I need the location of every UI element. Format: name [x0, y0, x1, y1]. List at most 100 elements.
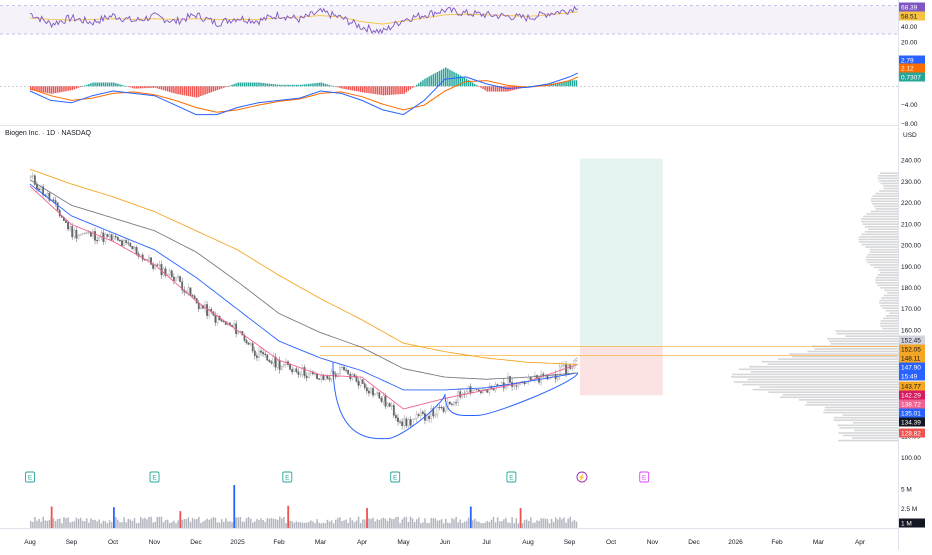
- volume-profile-bar: [880, 325, 898, 327]
- macd-histogram-bar: [169, 86, 171, 93]
- volume-bar: [181, 519, 183, 528]
- volume-profile-bar: [854, 429, 898, 432]
- macd-histogram-bar: [567, 80, 569, 87]
- volume-bar: [368, 518, 370, 528]
- macd-histogram-bar: [395, 86, 397, 95]
- price-candle: [54, 200, 57, 203]
- macd-histogram-bar: [81, 86, 84, 87]
- macd-histogram-bar: [320, 82, 322, 87]
- volume-bar: [229, 521, 231, 528]
- macd-histogram-bar: [376, 86, 379, 95]
- macd-line: [29, 72, 579, 116]
- volume-bar: [364, 519, 366, 528]
- macd-histogram-bar: [445, 67, 447, 87]
- volume-profile-bar: [833, 419, 898, 422]
- price-candle: [365, 387, 368, 392]
- volume-bar: [88, 522, 90, 528]
- volume-profile-bar: [845, 335, 898, 337]
- macd-histogram-bar: [98, 82, 100, 87]
- volume-profile-bar: [836, 332, 898, 335]
- price-tick-label: 210.00: [901, 221, 921, 228]
- volume-bar: [326, 519, 329, 528]
- volume-bar: [44, 520, 47, 528]
- price-candle: [181, 281, 184, 291]
- volume-profile-bar: [878, 180, 898, 182]
- price-candle: [280, 366, 283, 370]
- volume-bar: [100, 523, 103, 528]
- volume-profile-bar: [838, 432, 898, 434]
- volume-bar: [48, 520, 51, 528]
- price-candle: [94, 231, 96, 241]
- volume-bar: [63, 517, 65, 528]
- volume-profile-bar: [879, 322, 898, 325]
- volume-profile-bar: [875, 281, 898, 284]
- macd-histogram-bar: [447, 68, 449, 87]
- volume-bar: [206, 518, 208, 528]
- volume-profile-bar: [870, 210, 898, 213]
- macd-histogram-bar: [368, 86, 370, 94]
- macd-histogram-bar: [399, 86, 401, 95]
- volume-profile-bar: [738, 368, 898, 371]
- volume-bar: [137, 522, 140, 528]
- price-candle: [253, 350, 256, 356]
- macd-histogram-bar: [289, 84, 291, 87]
- macd-histogram-bar: [162, 86, 165, 91]
- price-value-label: 142.29: [901, 393, 921, 400]
- price-candle: [384, 395, 387, 407]
- macd-histogram-bar: [565, 81, 567, 87]
- macd-histogram-bar: [34, 86, 36, 91]
- price-candle: [289, 364, 291, 370]
- macd-histogram-bar: [575, 80, 578, 87]
- macd-histogram-bar: [413, 86, 416, 87]
- macd-histogram-bar: [88, 84, 90, 87]
- macd-histogram-bar: [222, 86, 225, 88]
- price-candle: [81, 233, 84, 235]
- macd-histogram-bar: [291, 84, 293, 87]
- volume-profile-bar: [865, 259, 898, 261]
- volume-bar: [305, 522, 308, 528]
- macd-value-label: 2.12: [901, 66, 914, 73]
- price-candle: [517, 384, 520, 387]
- macd-histogram-bar: [486, 86, 488, 92]
- volume-bar: [532, 522, 534, 528]
- volume-bar: [432, 518, 435, 528]
- macd-tick-label: −8.00: [901, 121, 918, 128]
- volume-profile-bar: [872, 195, 898, 197]
- volume-profile-bar: [732, 373, 898, 376]
- macd-histogram-bar: [397, 86, 399, 95]
- price-candle: [411, 419, 414, 426]
- volume-bar: [511, 517, 513, 528]
- earnings-marker-label: E: [285, 475, 290, 482]
- volume-bar: [440, 519, 443, 528]
- volume-profile-bar: [733, 381, 898, 383]
- macd-histogram-bar: [409, 86, 412, 90]
- x-tick-label: Jun: [440, 539, 451, 546]
- macd-histogram-bar: [239, 82, 242, 87]
- volume-profile-bar: [862, 223, 898, 225]
- volume-profile-bar: [838, 439, 898, 442]
- volume-bar: [447, 522, 449, 528]
- macd-histogram-bar: [411, 86, 414, 88]
- macd-histogram-bar: [459, 75, 462, 87]
- macd-histogram-bar: [113, 82, 115, 87]
- price-candle: [282, 364, 285, 367]
- macd-histogram-bar: [378, 86, 381, 95]
- volume-bar: [453, 519, 455, 528]
- volume-bar: [445, 518, 447, 528]
- volume-bar: [171, 522, 173, 528]
- macd-histogram-bar: [382, 86, 385, 96]
- macd-histogram-bar: [299, 84, 302, 87]
- price-candle: [150, 257, 152, 265]
- macd-histogram-bar: [436, 71, 439, 87]
- volume-bar: [254, 521, 256, 528]
- macd-histogram-bar: [225, 86, 227, 88]
- volume-bar: [262, 519, 264, 528]
- volume-profile-bar: [878, 269, 898, 271]
- volume-bar: [96, 521, 98, 528]
- macd-histogram-bar: [393, 86, 395, 95]
- price-candle: [299, 374, 302, 376]
- volume-profile-bar: [749, 365, 898, 368]
- macd-histogram-bar: [366, 86, 368, 93]
- macd-histogram-bar: [241, 82, 244, 87]
